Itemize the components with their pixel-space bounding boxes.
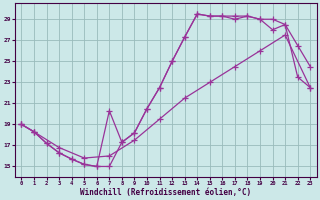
X-axis label: Windchill (Refroidissement éolien,°C): Windchill (Refroidissement éolien,°C) (80, 188, 252, 197)
